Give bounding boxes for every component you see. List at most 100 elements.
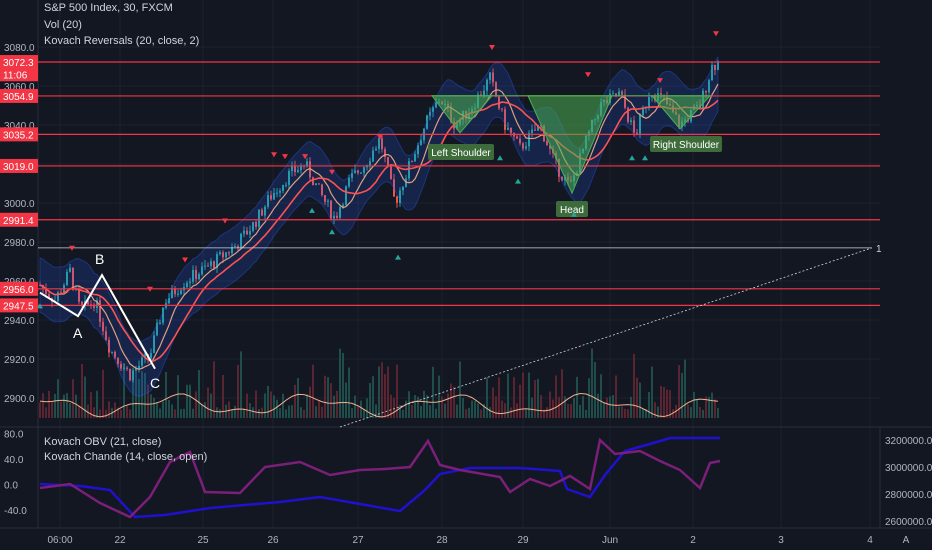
candle-body bbox=[480, 94, 482, 96]
candle-body bbox=[246, 230, 248, 235]
volume-bar bbox=[270, 391, 272, 418]
volume-bar bbox=[636, 377, 638, 418]
volume-bar bbox=[222, 374, 224, 418]
candle-body bbox=[714, 65, 716, 70]
volume-bar bbox=[78, 405, 80, 418]
legend-symbol[interactable]: S&P 500 Index, 30, FXCM bbox=[44, 2, 173, 14]
volume-bar bbox=[147, 384, 149, 418]
candle-body bbox=[105, 331, 107, 340]
time-tick-label: 06:00 bbox=[47, 535, 72, 546]
candle-body bbox=[213, 261, 215, 268]
volume-bar bbox=[93, 407, 95, 418]
volume-bar bbox=[648, 391, 650, 418]
time-tick-label: Jun bbox=[602, 535, 618, 546]
volume-bar bbox=[138, 378, 140, 418]
legend-kovach-reversals[interactable]: Kovach Reversals (20, close, 2) bbox=[44, 35, 200, 47]
volume-bar bbox=[387, 366, 389, 418]
volume-bar bbox=[483, 404, 485, 418]
candle-body bbox=[717, 61, 719, 70]
volume-bar bbox=[498, 377, 500, 418]
volume-bar bbox=[228, 401, 230, 418]
volume-bar bbox=[339, 348, 341, 418]
volume-bar bbox=[399, 405, 401, 418]
reversal-arrow-down bbox=[182, 257, 188, 263]
volume-bar bbox=[591, 348, 593, 418]
volume-bar bbox=[570, 404, 572, 418]
volume-bar bbox=[564, 396, 566, 418]
reversal-arrow-down bbox=[222, 218, 228, 224]
volume-bar bbox=[426, 395, 428, 418]
candle-body bbox=[642, 108, 644, 115]
time-tick-label: 4 bbox=[867, 535, 873, 546]
volume-bar bbox=[624, 408, 626, 418]
candle-body bbox=[387, 157, 389, 167]
candle-body bbox=[615, 93, 617, 97]
abc-label-c: C bbox=[150, 375, 160, 391]
volume-bar bbox=[540, 395, 542, 418]
price-tick-label: 2900.0 bbox=[4, 394, 35, 405]
candle-body bbox=[384, 149, 386, 158]
volume-bar bbox=[99, 409, 101, 418]
volume-bar bbox=[669, 390, 671, 418]
price-tick-label: 3080.0 bbox=[4, 43, 35, 54]
candle-body bbox=[426, 115, 428, 129]
candle-body bbox=[78, 288, 80, 302]
volume-bar bbox=[255, 390, 257, 418]
volume-bar bbox=[639, 382, 641, 418]
volume-bar bbox=[183, 408, 185, 418]
candle-body bbox=[378, 138, 380, 149]
volume-bar bbox=[123, 363, 125, 418]
volume-bar bbox=[630, 396, 632, 418]
trend-ray-dotted[interactable] bbox=[339, 247, 873, 428]
volume-bar bbox=[114, 402, 116, 418]
volume-bar bbox=[396, 364, 398, 418]
candle-body bbox=[237, 246, 239, 249]
volume-bar bbox=[174, 409, 176, 418]
candle-body bbox=[45, 287, 47, 295]
legend-volume[interactable]: Vol (20) bbox=[44, 19, 82, 31]
reversal-arrow-up bbox=[309, 207, 315, 213]
volume-bar bbox=[549, 391, 551, 418]
volume-bar bbox=[414, 394, 416, 418]
volume-bar bbox=[129, 409, 131, 418]
reversal-arrow-down bbox=[713, 31, 719, 37]
candle-body bbox=[129, 368, 131, 381]
abc-pattern-line[interactable] bbox=[39, 273, 156, 370]
candle-body bbox=[543, 125, 545, 142]
volume-bar bbox=[561, 369, 563, 418]
abc-label-b: B bbox=[95, 251, 104, 267]
candle-body bbox=[189, 281, 191, 283]
volume-bar bbox=[216, 407, 218, 418]
volume-bar bbox=[384, 374, 386, 418]
legend-kovach-chande[interactable]: Kovach Chande (14, close, open) bbox=[44, 451, 208, 463]
candle-body bbox=[558, 158, 560, 177]
volume-bar bbox=[438, 375, 440, 418]
candle-body bbox=[339, 207, 341, 218]
auto-scale-button[interactable]: A bbox=[903, 535, 910, 546]
volume-bar bbox=[492, 387, 494, 418]
volume-bar bbox=[567, 403, 569, 418]
candle-body bbox=[108, 339, 110, 353]
volume-bar bbox=[297, 378, 299, 418]
volume-bar bbox=[627, 409, 629, 418]
price-tick-label: 2920.0 bbox=[4, 355, 35, 366]
candle-body bbox=[351, 172, 353, 178]
reversal-arrow-down bbox=[147, 286, 153, 292]
volume-bar bbox=[96, 390, 98, 418]
price-badge-bg bbox=[0, 298, 38, 313]
volume-bar bbox=[420, 406, 422, 418]
candle-body bbox=[261, 209, 263, 216]
volume-ma-line bbox=[39, 392, 719, 418]
candle-body bbox=[195, 269, 197, 280]
candle-body bbox=[267, 195, 269, 207]
price-badge-bg bbox=[0, 212, 38, 227]
reversal-arrow-up bbox=[571, 211, 577, 217]
volume-bar bbox=[558, 396, 560, 418]
volume-bar bbox=[504, 403, 506, 418]
price-badge-label: 3019.0 bbox=[3, 162, 34, 173]
candle-body bbox=[360, 172, 362, 174]
legend-kovach-obv[interactable]: Kovach OBV (21, close) bbox=[44, 436, 162, 448]
volume-bar bbox=[579, 404, 581, 418]
volume-bar bbox=[453, 386, 455, 418]
